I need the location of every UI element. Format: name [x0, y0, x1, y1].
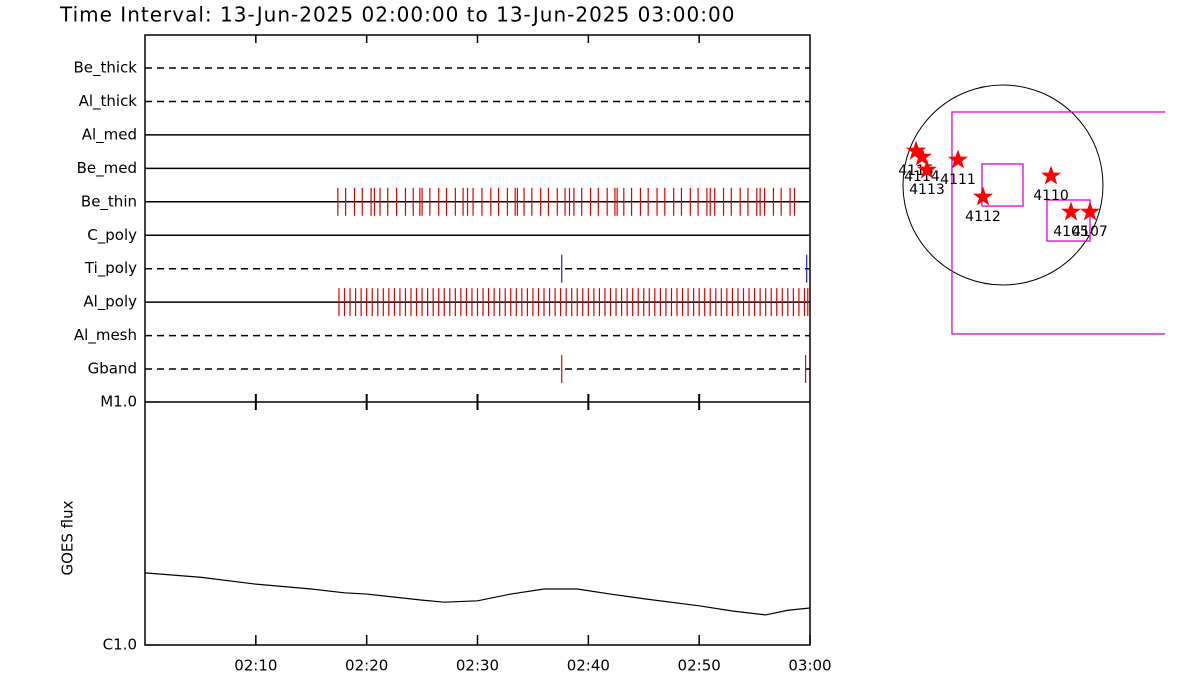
- fov-box: [1046, 199, 1091, 242]
- region-label: 4112: [965, 209, 1001, 225]
- x-tick-label: 03:00: [788, 657, 831, 675]
- row-label: Al_thick: [79, 92, 138, 111]
- solar-disk: [902, 84, 1104, 286]
- region-label: 4105: [1053, 224, 1089, 240]
- row-label: Al_med: [82, 125, 137, 144]
- active-region: [1061, 201, 1081, 221]
- row-label: Be_thick: [73, 59, 137, 78]
- x-tick-label: 02:40: [567, 657, 610, 675]
- row-label: Be_thin: [81, 192, 137, 211]
- region-label: 4113: [909, 182, 945, 198]
- row-label: Gband: [88, 360, 137, 378]
- active-region: [917, 159, 937, 179]
- row-label: Be_med: [77, 159, 137, 178]
- plot-frame: [144, 34, 811, 646]
- active-region: [912, 146, 932, 166]
- map: 41154114411341114112411041054107: [898, 84, 1165, 335]
- active-region: [1080, 201, 1100, 221]
- y-tick-label: M1.0: [100, 393, 137, 411]
- chart-title: Time Interval: 13-Jun-2025 02:00:00 to 1…: [59, 3, 735, 27]
- fov-box: [981, 163, 1024, 207]
- region-label: 4107: [1072, 224, 1108, 240]
- row-label: Al_mesh: [74, 326, 137, 345]
- row-label: C_poly: [87, 226, 137, 245]
- region-label: 4111: [940, 172, 976, 188]
- active-region: [906, 140, 926, 160]
- y-tick-label: C1.0: [103, 636, 137, 654]
- active-region: [973, 186, 993, 206]
- fov-box: [951, 111, 1165, 335]
- x-tick-label: 02:30: [456, 657, 499, 675]
- row-label: Al_poly: [83, 293, 137, 312]
- x-tick-label: 02:50: [678, 657, 721, 675]
- region-label: 4110: [1033, 188, 1069, 204]
- active-region: [1041, 165, 1061, 185]
- active-region: [948, 149, 968, 169]
- row-label: Ti_poly: [84, 259, 137, 278]
- goes-line: [144, 572, 811, 616]
- y-axis-label: GOES flux: [59, 500, 77, 575]
- x-tick-label: 02:10: [234, 657, 277, 675]
- x-tick-label: 02:20: [345, 657, 388, 675]
